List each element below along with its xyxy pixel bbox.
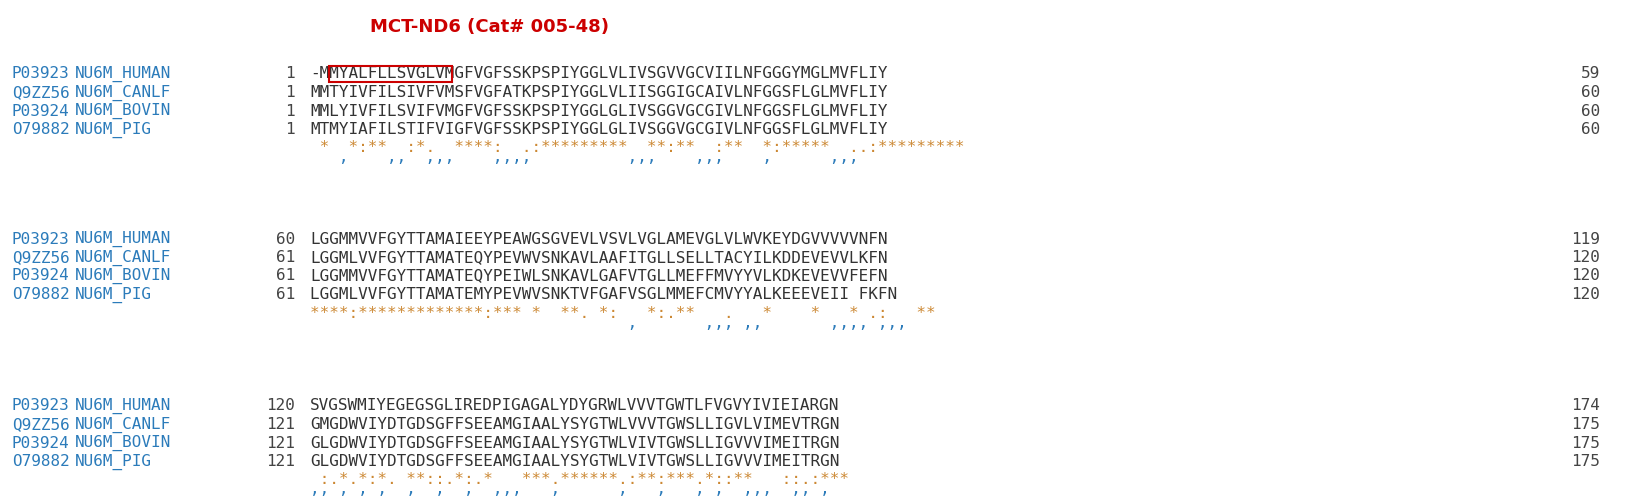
Text: NU6M_CANLF: NU6M_CANLF bbox=[75, 249, 171, 266]
Text: NU6M_PIG: NU6M_PIG bbox=[75, 454, 152, 470]
Text: NU6M_BOVIN: NU6M_BOVIN bbox=[75, 268, 171, 284]
Text: 61: 61 bbox=[275, 269, 295, 283]
Text: O79882: O79882 bbox=[11, 122, 70, 137]
Text: 60: 60 bbox=[275, 231, 295, 246]
Text: Q9ZZ56: Q9ZZ56 bbox=[11, 85, 70, 100]
Text: GMGDWVIYDTGDSGFFSEEAMGIAALYSYGTWLVVVTGWSLLIGVLVIMEVTRGN: GMGDWVIYDTGDSGFFSEEAMGIAALYSYGTWLVVVTGWS… bbox=[310, 417, 839, 432]
Text: P03924: P03924 bbox=[11, 103, 70, 118]
Text: 60: 60 bbox=[1579, 85, 1599, 100]
Text: *  *:**  :*.  ****:  .:*********  **:**  :**  *:*****  ..:*********: * *:** :*. ****: .:********* **:** :** *… bbox=[310, 141, 963, 156]
Text: 121: 121 bbox=[266, 454, 295, 469]
Text: NU6M_HUMAN: NU6M_HUMAN bbox=[75, 231, 171, 247]
Text: ,       ,,, ,,       ,,,, ,,,: , ,,, ,, ,,,, ,,, bbox=[310, 316, 945, 331]
Text: Q9ZZ56: Q9ZZ56 bbox=[11, 250, 70, 265]
Text: 1: 1 bbox=[285, 103, 295, 118]
Text: -MMYALFLLSVGLVMGFVGFSSKPSPIYGGLVLIVSGVVGCVIILNFGGGYMGLMVFLIY: -MMYALFLLSVGLVMGFVGFSSKPSPIYGGLVLIVSGVVG… bbox=[310, 67, 887, 82]
Text: 120: 120 bbox=[1570, 269, 1599, 283]
Text: MMLYIVFILSVIFVMGFVGFSSKPSPIYGGLGLIVSGGVGCGIVLNFGGSFLGLMVFLIY: MMLYIVFILSVIFVMGFVGFSSKPSPIYGGLGLIVSGGVG… bbox=[310, 103, 887, 118]
Text: GLGDWVIYDTGDSGFFSEEAMGIAALYSYGTWLVIVTGWSLLIGVVVIMEITRGN: GLGDWVIYDTGDSGFFSEEAMGIAALYSYGTWLVIVTGWS… bbox=[310, 454, 839, 469]
Text: NU6M_HUMAN: NU6M_HUMAN bbox=[75, 398, 171, 414]
Text: 119: 119 bbox=[1570, 231, 1599, 246]
Text: LGGMLVVFGYTTAMATEMYPEVWVSNKTVFGAFVSGLMMEFCMVYYALKEEEVEII FKFN: LGGMLVVFGYTTAMATEMYPEVWVSNKTVFGAFVSGLMME… bbox=[310, 287, 896, 302]
Text: NU6M_CANLF: NU6M_CANLF bbox=[75, 416, 171, 432]
Text: ****:*************:*** *  **. *:   *:.**   .   *    *   * .:   **: ****:*************:*** * **. *: *:.** . … bbox=[310, 305, 936, 321]
Text: LGGMLVVFGYTTAMATEQYPEVWVSNKAVLAAFITGLLSELLTACYILKDDEVEVVLKFN: LGGMLVVFGYTTAMATEQYPEVWVSNKAVLAAFITGLLSE… bbox=[310, 250, 887, 265]
Text: P03924: P03924 bbox=[11, 435, 70, 451]
Text: NU6M_CANLF: NU6M_CANLF bbox=[75, 84, 171, 101]
Text: 121: 121 bbox=[266, 435, 295, 451]
Text: P03924: P03924 bbox=[11, 269, 70, 283]
Text: ,    ,,  ,,,    ,,,,          ,,,    ,,,    ,      ,,,: , ,, ,,, ,,,, ,,, ,,, , ,,, bbox=[310, 151, 993, 165]
Text: 1: 1 bbox=[285, 67, 295, 82]
Text: 60: 60 bbox=[1579, 103, 1599, 118]
Text: NU6M_BOVIN: NU6M_BOVIN bbox=[75, 103, 171, 119]
Text: Q9ZZ56: Q9ZZ56 bbox=[11, 417, 70, 432]
Text: 120: 120 bbox=[1570, 287, 1599, 302]
Text: NU6M_PIG: NU6M_PIG bbox=[75, 286, 152, 302]
Text: 175: 175 bbox=[1570, 435, 1599, 451]
Text: :.*.*:*. **::.*:.*   ***.******.:**:***.*::**   ::.:***: :.*.*:*. **::.*:.* ***.******.:**:***.*:… bbox=[310, 473, 849, 487]
Text: 175: 175 bbox=[1570, 417, 1599, 432]
Text: 175: 175 bbox=[1570, 454, 1599, 469]
Text: 174: 174 bbox=[1570, 399, 1599, 413]
Text: 120: 120 bbox=[1570, 250, 1599, 265]
Text: NU6M_BOVIN: NU6M_BOVIN bbox=[75, 435, 171, 451]
Text: P03923: P03923 bbox=[11, 399, 70, 413]
Text: MMTYIVFILSIVFVMSFVGFATKPSPIYGGLVLIISGGIGCAIVLNFGGSFLGLMVFLIY: MMTYIVFILSIVFVMSFVGFATKPSPIYGGLVLIISGGIG… bbox=[310, 85, 887, 100]
Text: MTMYIAFILSTIFVIGFVGFSSKPSPIYGGLGLIVSGGVGCGIVLNFGGSFLGLMVFLIY: MTMYIAFILSTIFVIGFVGFSSKPSPIYGGLGLIVSGGVG… bbox=[310, 122, 887, 137]
Text: SVGSWMIYEGEGSGLIREDPIGAGALYDYGRWLVVVTGWTLFVGVYIVIEIARGN: SVGSWMIYEGEGSGLIREDPIGAGALYDYGRWLVVVTGWT… bbox=[310, 399, 839, 413]
Text: O79882: O79882 bbox=[11, 454, 70, 469]
Text: 59: 59 bbox=[1579, 67, 1599, 82]
Text: LGGMMVVFGYTTAMATEQYPEIWLSNKAVLGAFVTGLLMEFFMVYYVLKDKEVEVVFEFN: LGGMMVVFGYTTAMATEQYPEIWLSNKAVLGAFVTGLLME… bbox=[310, 269, 887, 283]
Text: P03923: P03923 bbox=[11, 67, 70, 82]
Text: GLGDWVIYDTGDSGFFSEEAMGIAALYSYGTWLVIVTGWSLLIGVVVIMEITRGN: GLGDWVIYDTGDSGFFSEEAMGIAALYSYGTWLVIVTGWS… bbox=[310, 435, 839, 451]
Text: 121: 121 bbox=[266, 417, 295, 432]
Text: 61: 61 bbox=[275, 250, 295, 265]
Text: LGGMMVVFGYTTAMAIEEYPEAWGSGVEVLVSVLVGLAMEVGLVLWVKEYDGVVVVVNFN: LGGMMVVFGYTTAMAIEEYPEAWGSGVEVLVSVLVGLAME… bbox=[310, 231, 887, 246]
Text: ,, , , ,  ,  ,  ,  ,,,   ,      ,   ,   , ,  ,,,  ,, ,: ,, , , , , , , ,,, , , , , , ,,, ,, , bbox=[310, 482, 849, 497]
Text: P03923: P03923 bbox=[11, 231, 70, 246]
Text: 60: 60 bbox=[1579, 122, 1599, 137]
Text: NU6M_PIG: NU6M_PIG bbox=[75, 121, 152, 138]
Text: O79882: O79882 bbox=[11, 287, 70, 302]
Bar bbox=[329, 66, 452, 82]
Text: NU6M_HUMAN: NU6M_HUMAN bbox=[75, 66, 171, 82]
Text: MCT-ND6 (Cat# 005-48): MCT-ND6 (Cat# 005-48) bbox=[370, 18, 610, 36]
Text: 61: 61 bbox=[275, 287, 295, 302]
Text: 120: 120 bbox=[266, 399, 295, 413]
Text: 1: 1 bbox=[285, 85, 295, 100]
Text: 1: 1 bbox=[285, 122, 295, 137]
